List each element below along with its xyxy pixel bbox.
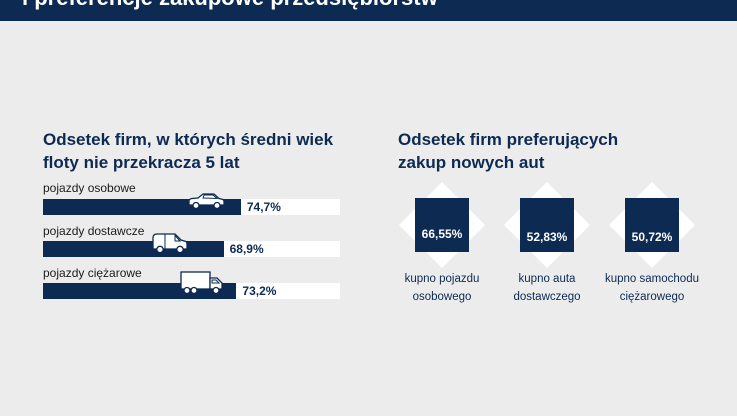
caption-delivery: kupno auta dostawczego: [492, 270, 602, 306]
caption-passenger-line1: kupno pojazdu: [404, 273, 480, 285]
diamond-truck: [609, 182, 695, 268]
fleet-age-title-line1: Odsetek firm, w których średni wiek: [43, 130, 334, 149]
bar-label-delivery: pojazdy dostawcze: [43, 224, 145, 238]
bar-value-delivery: 68,9%: [229, 242, 264, 256]
fleet-age-title: Odsetek firm, w których średni wiek flot…: [43, 128, 343, 174]
bar-label-truck: pojazdy ciężarowe: [43, 266, 142, 280]
bar-label-passenger: pojazdy osobowe: [43, 181, 136, 195]
diamond-delivery: [504, 182, 590, 268]
fleet-age-title-line2: floty nie przekracza 5 lat: [43, 153, 240, 172]
header-banner: i preferencje zakupowe przedsiębiorstw: [0, 0, 737, 21]
new-cars-title-line1: Odsetek firm preferujących: [398, 130, 619, 149]
diamond-passenger: [399, 182, 485, 268]
truck-icon: [180, 271, 223, 295]
diamond-value-delivery: 52,83%: [526, 230, 568, 244]
diamond-value-truck: 50,72%: [631, 230, 673, 244]
bar-value-truck: 73,2%: [242, 284, 277, 298]
bar-track-delivery: 68,9%: [43, 241, 340, 257]
caption-truck: kupno samochodu ciężarowego: [597, 270, 707, 306]
caption-truck-line1: kupno samochodu: [605, 273, 699, 285]
car-icon: [188, 193, 225, 210]
bar-value-passenger: 74,7%: [246, 200, 281, 214]
caption-delivery-line2: dostawczego: [513, 291, 581, 303]
new-cars-title: Odsetek firm preferujących zakup nowych …: [398, 128, 658, 174]
bar-delivery: [43, 241, 224, 257]
caption-passenger: kupno pojazdu osobowego: [387, 270, 497, 306]
caption-delivery-line1: kupno auta: [518, 273, 576, 285]
van-icon: [152, 233, 188, 254]
caption-passenger-line2: osobowego: [412, 291, 472, 303]
caption-truck-line2: ciężarowego: [619, 291, 685, 303]
new-cars-title-line2: zakup nowych aut: [398, 153, 545, 172]
header-title: i preferencje zakupowe przedsiębiorstw: [22, 0, 438, 11]
diamond-value-passenger: 66,55%: [421, 227, 463, 241]
